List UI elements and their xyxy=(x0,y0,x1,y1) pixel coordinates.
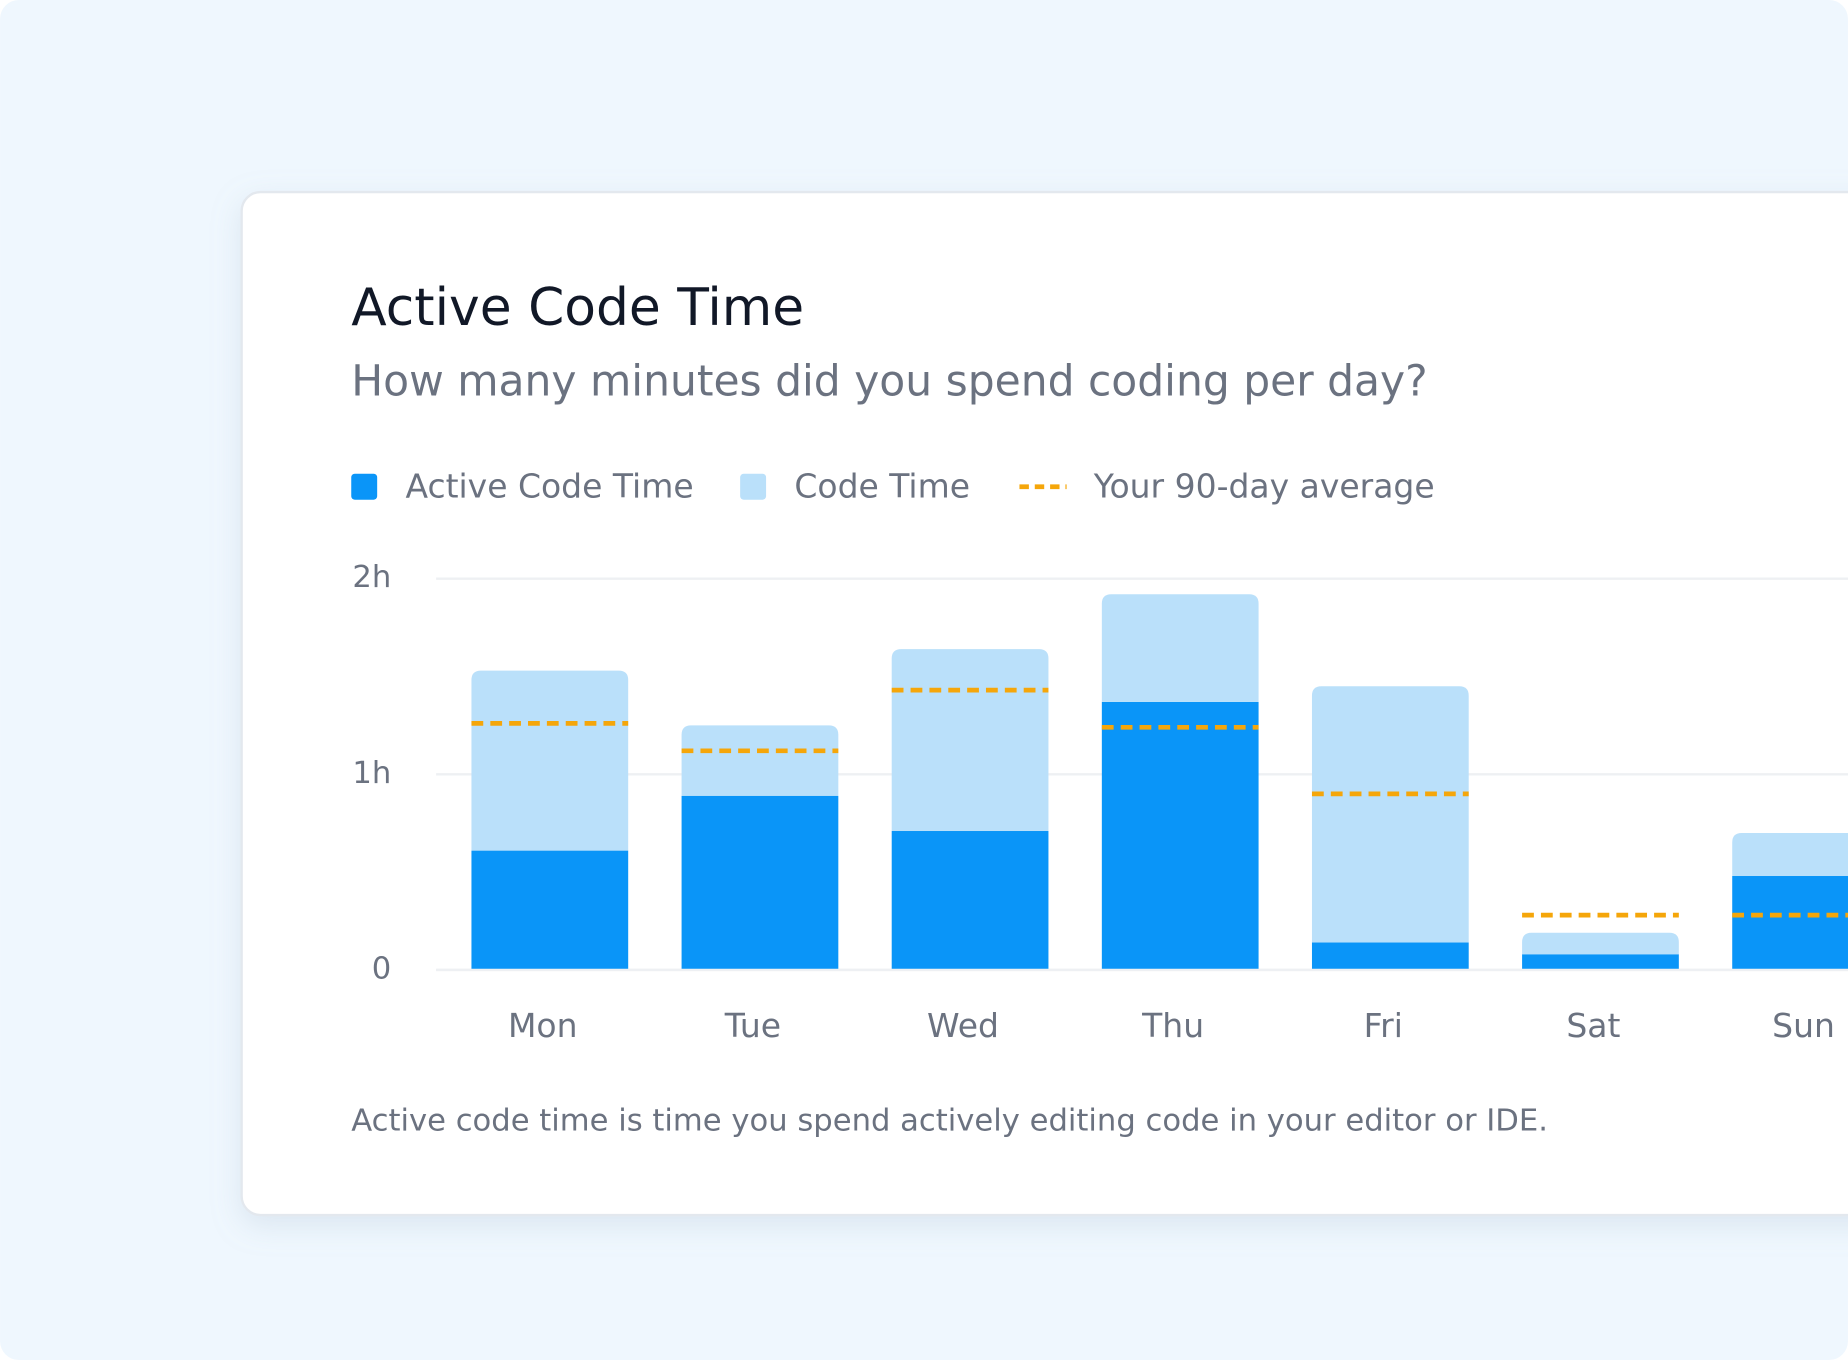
y-tick-label: 0 xyxy=(372,951,392,986)
y-tick-label: 1h xyxy=(352,756,391,791)
x-tick-label: Wed xyxy=(927,1006,999,1045)
x-tick-label: Sun xyxy=(1772,1006,1835,1045)
x-tick-label: Fri xyxy=(1364,1006,1403,1045)
bar-segment xyxy=(471,850,629,970)
bar-segment xyxy=(1101,594,1259,702)
bar-segment xyxy=(681,725,839,796)
bar-segment xyxy=(1522,932,1679,955)
x-tick-label: Thu xyxy=(1141,1006,1204,1045)
x-tick-label: Mon xyxy=(508,1006,578,1045)
y-tick-label: 2h xyxy=(352,560,391,595)
bar-segment xyxy=(681,795,839,970)
bar-segment xyxy=(1732,876,1848,970)
bar-segment xyxy=(1311,686,1469,943)
legend-label: Code Time xyxy=(794,466,970,505)
bar-segment xyxy=(1522,954,1679,970)
footnote: Active code time is time you spend activ… xyxy=(351,1103,1548,1138)
bar-segment xyxy=(471,670,629,851)
x-tick-label: Sat xyxy=(1566,1006,1620,1045)
bar-segment xyxy=(1101,701,1259,970)
bar-segment xyxy=(1311,942,1469,970)
legend: Active Code Time Code Time Your 90-day ave… xyxy=(351,466,1435,505)
bar-segment xyxy=(891,649,1049,832)
chart-title: Active Code Time xyxy=(351,278,804,338)
legend-swatch xyxy=(351,473,378,500)
chart-subtitle: How many minutes did you spend coding pe… xyxy=(351,358,1427,407)
x-tick-label: Tue xyxy=(724,1006,781,1045)
bar-segment xyxy=(891,831,1049,970)
bar-segment xyxy=(1732,832,1848,877)
legend-label: Active Code Time xyxy=(405,466,693,505)
legend-label: Your 90-day average xyxy=(1093,466,1435,505)
legend-swatch xyxy=(740,473,767,500)
